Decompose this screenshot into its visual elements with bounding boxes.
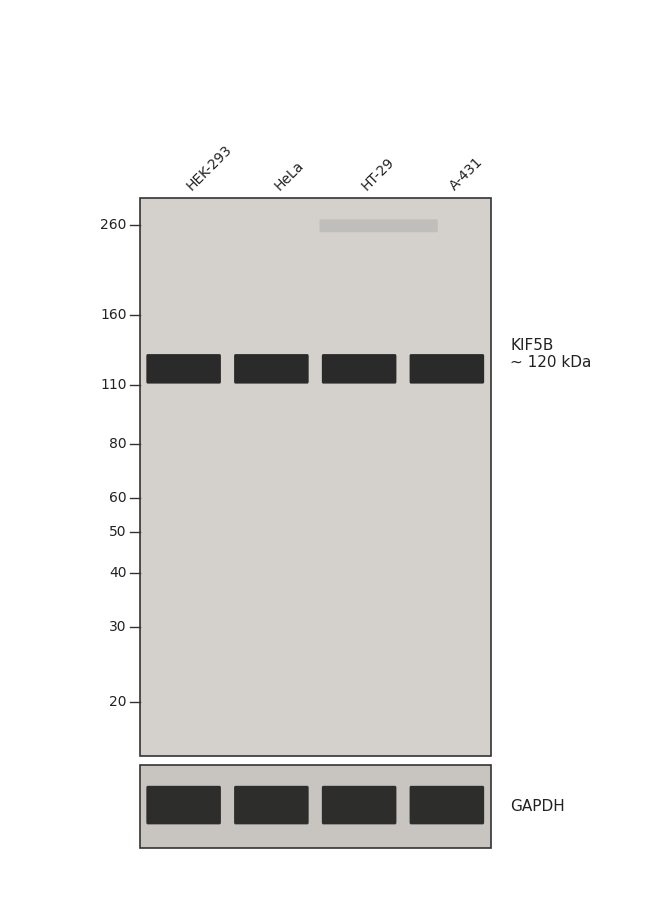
Text: HT-29: HT-29	[359, 155, 397, 194]
Text: 60: 60	[109, 491, 127, 505]
Text: 50: 50	[109, 525, 127, 538]
FancyBboxPatch shape	[322, 354, 396, 384]
Text: GAPDH: GAPDH	[510, 799, 565, 814]
Text: 40: 40	[109, 566, 127, 581]
Text: 20: 20	[109, 695, 127, 709]
Text: KIF5B
~ 120 kDa: KIF5B ~ 120 kDa	[510, 337, 592, 370]
FancyBboxPatch shape	[410, 786, 484, 824]
FancyBboxPatch shape	[320, 219, 438, 232]
Text: 80: 80	[109, 437, 127, 452]
Text: HeLa: HeLa	[272, 159, 306, 194]
FancyBboxPatch shape	[322, 786, 396, 824]
Text: 30: 30	[109, 620, 127, 634]
Text: 160: 160	[100, 308, 127, 323]
FancyBboxPatch shape	[146, 354, 221, 384]
FancyBboxPatch shape	[234, 354, 309, 384]
FancyBboxPatch shape	[410, 354, 484, 384]
Text: 260: 260	[100, 218, 127, 231]
FancyBboxPatch shape	[140, 198, 491, 756]
Text: A-431: A-431	[447, 155, 486, 194]
FancyBboxPatch shape	[140, 765, 491, 848]
Text: HEK-293: HEK-293	[183, 143, 235, 194]
FancyBboxPatch shape	[234, 786, 309, 824]
FancyBboxPatch shape	[146, 786, 221, 824]
Text: 110: 110	[100, 378, 127, 392]
